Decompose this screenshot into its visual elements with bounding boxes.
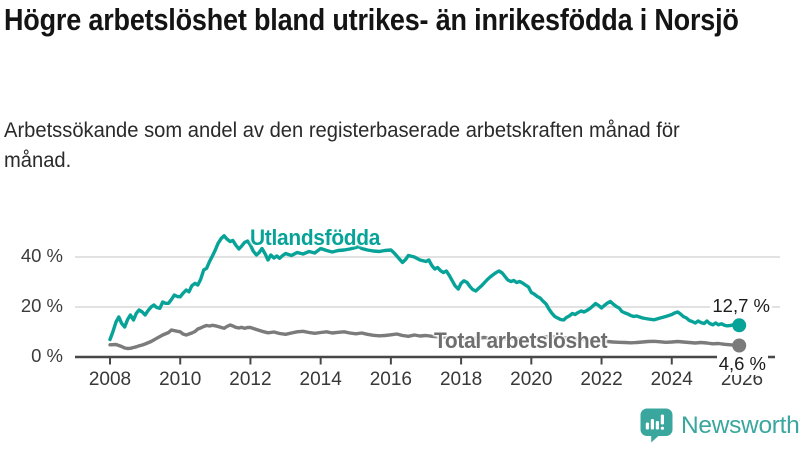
x-tick-label: 2008 — [88, 369, 132, 390]
y-tick-label: 40 % — [20, 245, 63, 266]
series-line-total-arbetsloshet — [108, 323, 741, 351]
end-value-total-arbetsloshet: 4,6 % — [716, 353, 768, 375]
newsworthy-logo-icon — [640, 408, 673, 443]
series-label-total-arbetsloshet: Total arbetslöshet — [434, 328, 608, 353]
series-label-utlandsfodda: Utlandsfödda — [250, 225, 381, 250]
end-value-utlandsfodda: 12,7 % — [710, 295, 772, 317]
x-tick-label: 2012 — [229, 369, 272, 390]
x-tick-label: 2022 — [580, 369, 623, 390]
y-tick-label: 0 % — [31, 345, 63, 366]
x-tick-label: 2024 — [650, 369, 693, 390]
x-tick-label: 2016 — [369, 369, 413, 390]
x-tick-label: 2010 — [159, 369, 202, 390]
page-title: Högre arbetslöshet bland utrikes- än inr… — [4, 2, 739, 37]
series-end-dot-utlandsfodda — [732, 318, 747, 333]
x-tick-label: 2020 — [510, 369, 553, 390]
series-end-dot-total-arbetsloshet — [732, 338, 747, 353]
brand-name: Newsworthy — [681, 411, 800, 439]
series-line-utlandsfodda — [108, 234, 741, 342]
brand-footer: Newsworthy — [640, 408, 800, 443]
x-tick-label: 2014 — [299, 369, 342, 390]
x-tick-label: 2018 — [439, 369, 483, 390]
chart-subtitle: Arbetssökande som andel av den registerb… — [4, 119, 680, 172]
y-tick-label: 20 % — [20, 295, 63, 316]
